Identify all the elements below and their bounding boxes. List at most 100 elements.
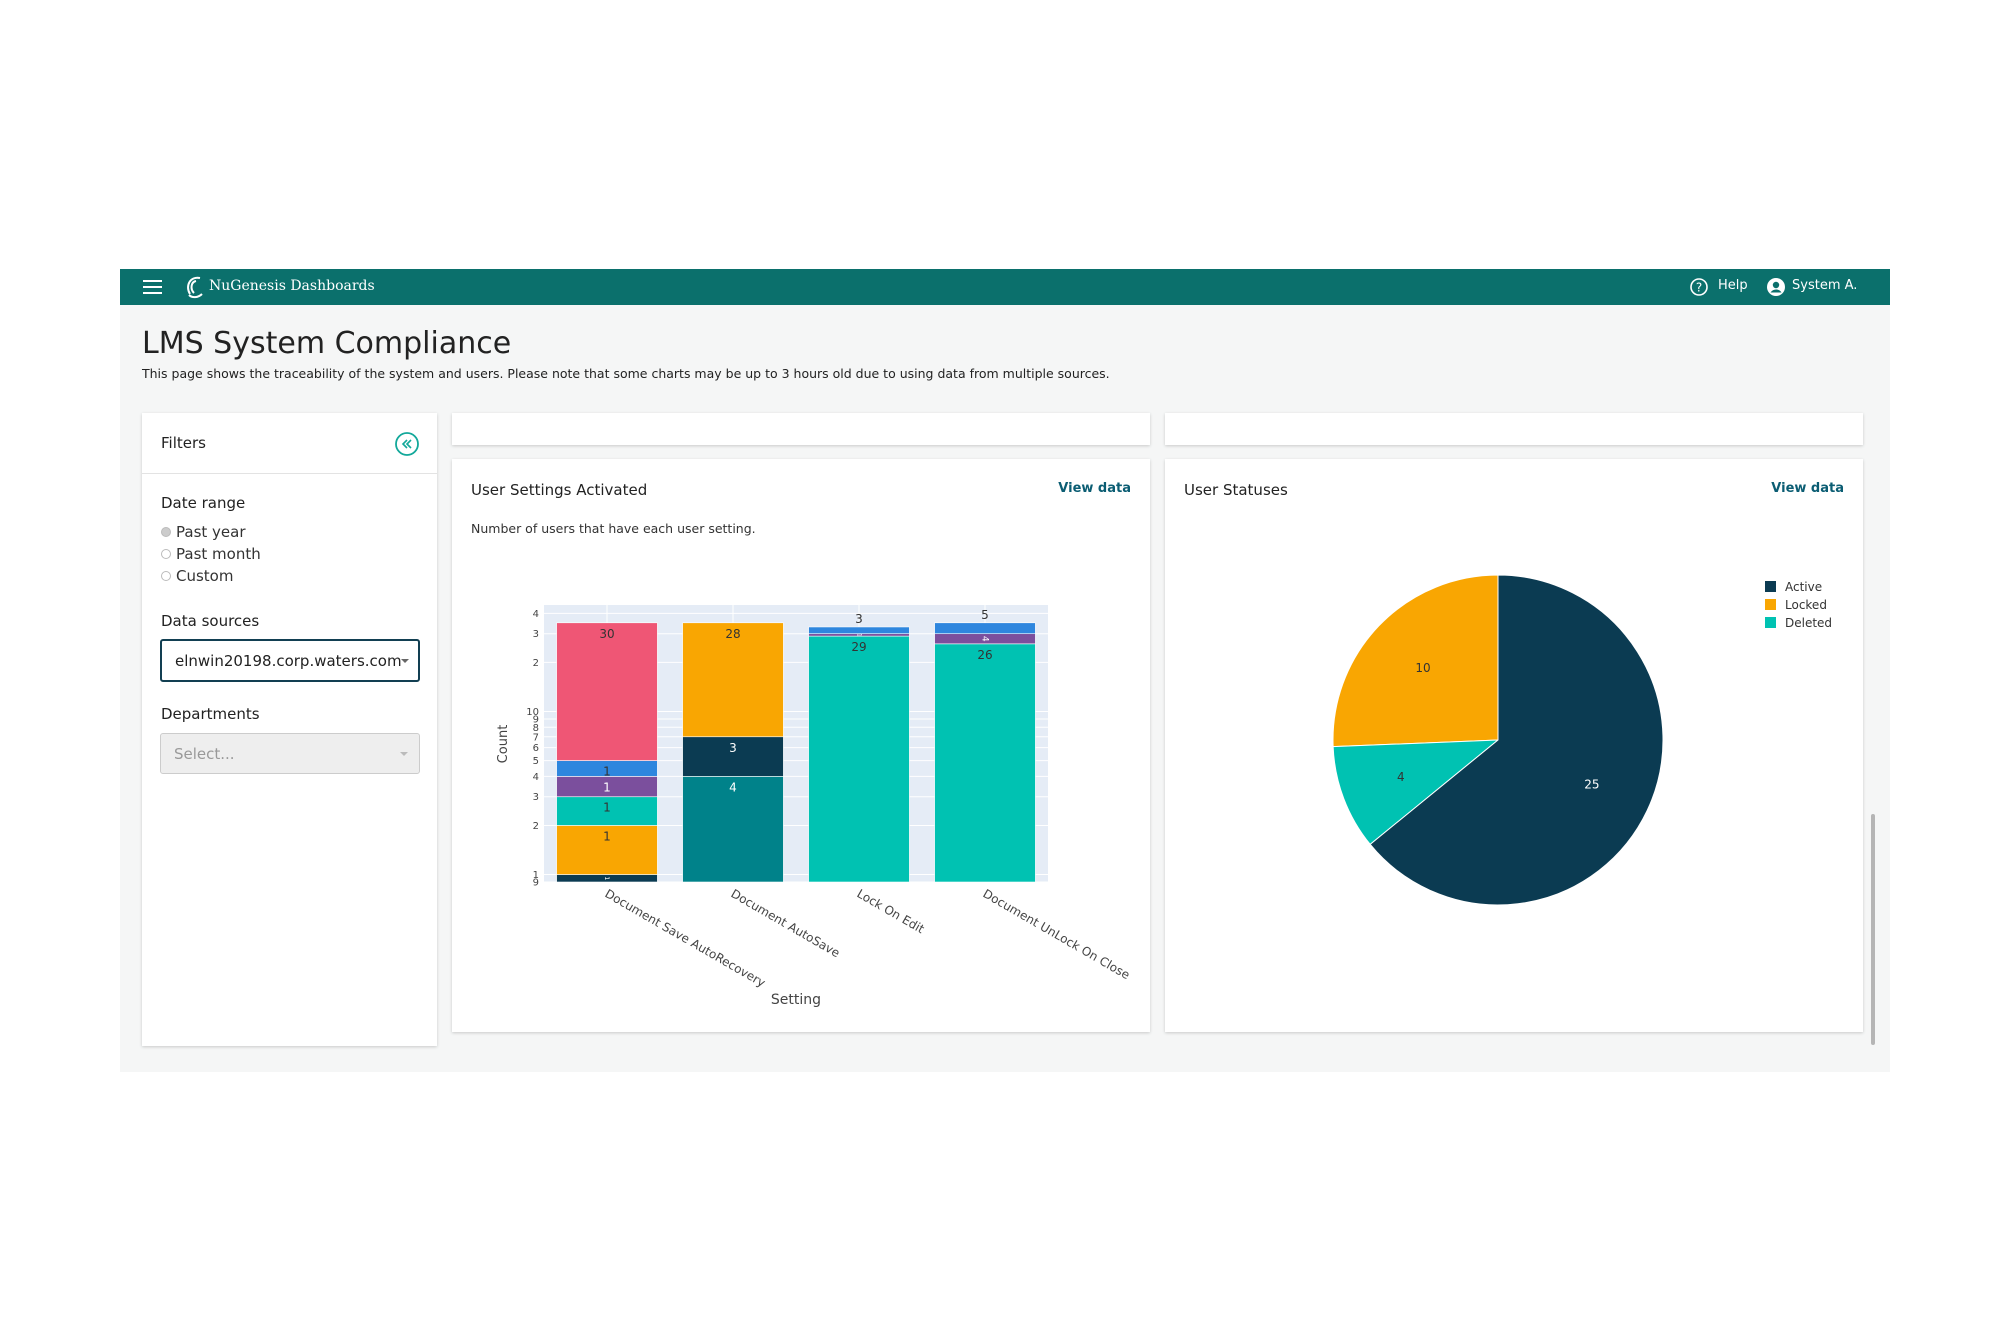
data-label: 3 bbox=[729, 741, 737, 755]
slice-label: 25 bbox=[1584, 778, 1599, 792]
legend-swatch bbox=[1765, 599, 1776, 610]
radio-label[interactable]: Custom bbox=[176, 567, 234, 585]
page-description: This page shows the traceability of the … bbox=[142, 366, 1110, 381]
bar-segment bbox=[808, 626, 910, 635]
data-label: 1 bbox=[603, 780, 611, 794]
bar-segment bbox=[556, 796, 658, 826]
data-label: 1 bbox=[603, 829, 611, 843]
bar-segment bbox=[934, 643, 1036, 883]
logo-icon bbox=[187, 276, 203, 299]
bar-segment bbox=[556, 622, 658, 761]
dropdown-arrow[interactable] bbox=[399, 750, 409, 758]
date-range-label: Date range bbox=[161, 494, 246, 512]
bar-segment bbox=[682, 736, 784, 777]
data-label: 30 bbox=[599, 627, 614, 641]
pie-chart: 10 4 25 Active Locked Deleted bbox=[1332, 574, 1832, 906]
y-tick-label: 3 bbox=[533, 792, 539, 803]
y-tick-label: 6 bbox=[533, 743, 539, 754]
scrollbar[interactable] bbox=[1871, 814, 1875, 1045]
data-label: 26 bbox=[977, 648, 992, 662]
divider bbox=[142, 473, 437, 474]
user-menu[interactable]: System A. bbox=[1792, 278, 1858, 293]
x-tick-label: Document UnLock On Close bbox=[981, 886, 1133, 982]
y-tick-label: 4 bbox=[533, 772, 539, 783]
top-bar: NuGenesis Dashboards ? Help System A. bbox=[120, 269, 1890, 305]
data-label: 1 bbox=[856, 633, 863, 637]
pie-chart-card: User Statuses View data 10 4 25 Active Locke… bbox=[1165, 459, 1863, 1032]
card bbox=[1165, 413, 1863, 445]
card bbox=[452, 413, 1150, 445]
data-label: 1 bbox=[603, 876, 611, 880]
radio-label[interactable]: Past year bbox=[176, 523, 246, 541]
filters-panel: Filters Date range Past year Past month … bbox=[142, 413, 437, 1046]
x-tick-label: Lock On Edit bbox=[855, 886, 927, 936]
y-tick-label: 2 bbox=[533, 821, 539, 832]
chart-subtitle: Number of users that have each user sett… bbox=[471, 521, 756, 536]
svg-text:?: ? bbox=[1696, 281, 1702, 295]
radio-label[interactable]: Past month bbox=[176, 545, 261, 563]
legend-label: Locked bbox=[1785, 598, 1827, 612]
bar-segment bbox=[682, 776, 784, 883]
y-tick-label: 10 bbox=[526, 707, 539, 718]
data-label: 1 bbox=[603, 765, 611, 779]
dropdown-arrow[interactable] bbox=[400, 657, 410, 665]
data-label: 28 bbox=[725, 627, 740, 641]
pie-slice bbox=[1369, 574, 1664, 906]
y-tick-label: 1 bbox=[533, 870, 539, 881]
legend-label: Active bbox=[1785, 580, 1822, 594]
bar-segment bbox=[934, 622, 1036, 635]
radio-option[interactable]: Past year bbox=[161, 523, 246, 541]
radio[interactable] bbox=[161, 571, 171, 581]
page-title: LMS System Compliance bbox=[142, 326, 512, 361]
departments-select[interactable]: Select... bbox=[160, 733, 420, 774]
y-tick-label: 5 bbox=[533, 756, 539, 767]
menu-icon[interactable] bbox=[142, 277, 164, 297]
bar-segment bbox=[808, 635, 910, 883]
brand[interactable]: NuGenesis Dashboards bbox=[209, 278, 375, 294]
data-source-select[interactable]: elnwin20198.corp.waters.com bbox=[160, 639, 420, 682]
y-axis-label: Count bbox=[496, 725, 511, 764]
help-link[interactable]: Help bbox=[1718, 278, 1748, 293]
select-value[interactable]: elnwin20198.corp.waters.com bbox=[175, 652, 402, 670]
y-tick-label: 2 bbox=[533, 658, 539, 669]
filters-title: Filters bbox=[161, 434, 206, 452]
data-label: 1 bbox=[603, 801, 611, 815]
collapse-button[interactable] bbox=[394, 431, 420, 457]
y-tick-label: 4 bbox=[533, 609, 539, 620]
x-tick-label: Document AutoSave bbox=[729, 886, 843, 960]
bar-chart-card: User Settings Activated View data Number… bbox=[452, 459, 1150, 1032]
radio-option[interactable]: Custom bbox=[161, 567, 233, 585]
data-label: 3 bbox=[855, 612, 863, 626]
chart-title: User Statuses bbox=[1184, 481, 1288, 499]
legend-label: Deleted bbox=[1785, 616, 1832, 630]
y-tick-label: 3 bbox=[533, 629, 539, 640]
data-label: 4 bbox=[729, 780, 737, 794]
slice-label: 4 bbox=[1397, 770, 1405, 784]
y-tick-label: 8 bbox=[533, 723, 539, 734]
bar-segment bbox=[682, 622, 784, 738]
radio[interactable] bbox=[161, 549, 171, 559]
user-icon[interactable] bbox=[1766, 277, 1786, 297]
data-sources-label: Data sources bbox=[161, 612, 260, 630]
y-tick-label: 9 bbox=[533, 878, 539, 889]
bar-segment bbox=[556, 825, 658, 875]
departments-label: Departments bbox=[161, 705, 260, 723]
legend-swatch bbox=[1765, 617, 1776, 628]
data-label: 5 bbox=[981, 608, 989, 622]
view-data-link[interactable]: View data bbox=[1058, 481, 1131, 496]
x-axis-label: Setting bbox=[771, 992, 821, 1008]
y-tick-label: 7 bbox=[533, 732, 539, 743]
pie-slice bbox=[1332, 574, 1499, 748]
y-tick-label: 9 bbox=[533, 714, 539, 725]
radio[interactable] bbox=[161, 527, 171, 537]
radio-option[interactable]: Past month bbox=[161, 545, 261, 563]
slice-label: 10 bbox=[1415, 661, 1430, 675]
pie-slice bbox=[1332, 739, 1500, 846]
view-data-link[interactable]: View data bbox=[1771, 481, 1844, 496]
legend-swatch bbox=[1765, 581, 1776, 592]
select-placeholder[interactable]: Select... bbox=[174, 745, 235, 763]
help-icon[interactable]: ? bbox=[1689, 277, 1709, 297]
data-label: 29 bbox=[851, 640, 866, 654]
